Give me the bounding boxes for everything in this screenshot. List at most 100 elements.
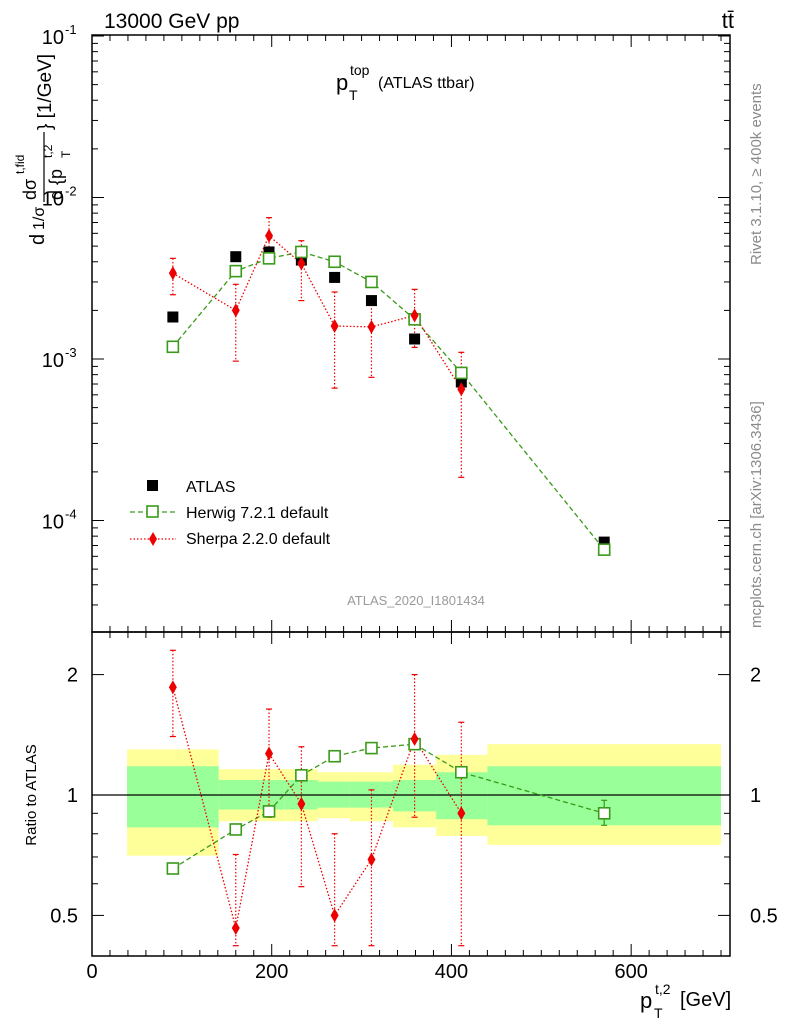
main-ylabel-dsigma: dσ	[20, 179, 40, 200]
ratio-sherpa-point	[297, 796, 306, 811]
xlabel-superscript: t,2	[655, 981, 671, 997]
main-ytick-label: 10	[42, 189, 64, 211]
ratio-sherpa-point	[265, 746, 274, 761]
herwig-point	[295, 245, 308, 259]
ratio-band-green	[393, 780, 437, 812]
ttbar-label: tt̄	[722, 8, 734, 33]
legend-item-herwig: Herwig 7.2.1 default	[130, 505, 329, 522]
site-note: mcplots.cern.ch [arXiv:1306.3436]	[748, 401, 765, 628]
main-ylabel-den-sup: t,2	[41, 144, 55, 158]
observable-superscript: top	[350, 62, 370, 78]
main-ylabel-den-sub: T	[59, 150, 73, 158]
ratio-sherpa-point	[330, 908, 339, 923]
main-ytick-exponent: -1	[65, 22, 77, 37]
atlas-point	[598, 536, 610, 548]
ratio-herwig-point	[229, 823, 243, 836]
legend-item-sherpa: Sherpa 2.2.0 default	[130, 531, 331, 548]
ratio-ytick-label-right: 1	[750, 785, 761, 807]
sherpa-point	[330, 319, 339, 334]
observable-symbol: p	[336, 70, 348, 95]
xlabel-subscript: T	[654, 1005, 663, 1021]
legend-item-atlas: ATLAS	[147, 479, 236, 496]
process-label: 13000 GeV pp	[104, 10, 239, 33]
main-ylabel-d: d	[27, 234, 49, 245]
herwig-point	[365, 275, 378, 289]
main-ylabel-sigma-frac: 1/σ	[31, 207, 48, 230]
ratio-ylabel: Ratio to ATLAS	[23, 744, 40, 845]
ratio-xtick-label: 200	[255, 961, 288, 983]
sherpa-point	[231, 303, 240, 318]
atlas-point	[167, 311, 179, 323]
ratio-xlabel: p T t,2 [GeV]	[640, 981, 731, 1021]
legend-sherpa-label: Sherpa 2.2.0 default	[186, 531, 331, 548]
main-ytick-exponent: -3	[65, 345, 77, 360]
atlas-point	[230, 251, 242, 263]
atlas-point	[263, 246, 275, 258]
legend-herwig-label: Herwig 7.2.1 default	[186, 505, 329, 522]
observable-subscript: T	[349, 87, 358, 103]
legend-sherpa-marker	[149, 532, 157, 546]
sherpa-point	[297, 256, 306, 271]
sherpa-line	[172, 234, 462, 390]
atlas-point	[455, 376, 467, 388]
ratio-band-green	[127, 766, 219, 828]
atlas-point	[365, 295, 377, 307]
analysis-id: ATLAS_2020_I1801434	[347, 593, 485, 608]
sherpa-point	[265, 228, 274, 243]
xlabel-unit: [GeV]	[680, 989, 731, 1011]
ratio-herwig-point	[262, 805, 276, 818]
xlabel-symbol: p	[640, 988, 652, 1013]
ratio-uncertainty-bands	[127, 744, 722, 856]
ratio-herwig-point	[597, 807, 611, 820]
main-ylabel: d 1/σ dσ t,fid d {p T t,2 } [1/GeV]	[13, 54, 73, 245]
main-ylabel-sup: t,fid	[13, 155, 27, 174]
main-ytick-exponent: -2	[65, 184, 77, 199]
ratio-xtick-label: 600	[614, 961, 647, 983]
ratio-sherpa-point	[457, 806, 466, 821]
herwig-point	[597, 543, 611, 556]
ratio-panel: 2 2 1 1 0.5 0.5 0 200 400 600 Ratio to ATLAS p T …	[23, 631, 778, 1021]
ratio-sherpa-point	[410, 732, 419, 747]
ratio-herwig-line	[172, 743, 605, 870]
main-panel: 10-110-210-310-4 p T top (ATLAS ttbar) A…	[13, 22, 731, 633]
ratio-sherpa-point	[231, 921, 240, 936]
ratio-herwig-point	[295, 769, 308, 782]
ratio-xtick-label: 400	[435, 961, 468, 983]
main-ytick-label: 10	[42, 27, 64, 49]
main-series-layer	[166, 217, 611, 556]
herwig-point	[455, 366, 468, 380]
ratio-ytick-label: 0.5	[50, 905, 78, 927]
main-ylabel-denominator: d {p	[46, 169, 66, 200]
ratio-frame	[91, 631, 731, 957]
ratio-herwig-point	[365, 741, 378, 755]
legend-atlas-marker	[147, 480, 158, 491]
main-ytick-label: 10	[42, 512, 64, 534]
ratio-ytick-label-right: 2	[750, 665, 761, 687]
main-ytick-label: 10	[42, 350, 64, 372]
legend: ATLAS Herwig 7.2.1 default Sherpa 2.2.0 …	[130, 479, 331, 548]
ratio-axis-ticks: 2 2 1 1 0.5 0.5 0 200 400 600	[50, 632, 778, 983]
ratio-ytick-label-right: 0.5	[750, 905, 778, 927]
herwig-point	[328, 255, 341, 269]
atlas-point	[329, 271, 341, 283]
ratio-sherpa-point	[168, 680, 177, 695]
ratio-ytick-label: 1	[67, 785, 78, 807]
main-ylabel-unit: } [1/GeV]	[35, 54, 56, 130]
sherpa-point	[168, 266, 177, 281]
ratio-herwig-point	[166, 862, 180, 875]
legend-herwig-marker	[146, 505, 159, 518]
herwig-point	[229, 264, 243, 278]
main-axis-ticks: 10-110-210-310-4	[42, 22, 730, 632]
herwig-point	[262, 252, 276, 265]
ratio-series-layer	[166, 649, 611, 947]
observable-title: p T top (ATLAS ttbar)	[336, 62, 475, 103]
sherpa-point	[410, 308, 419, 323]
ratio-xtick-label: 0	[86, 961, 97, 983]
ratio-herwig-point	[328, 749, 341, 763]
atlas-point	[409, 333, 421, 345]
ratio-ytick-label: 2	[67, 665, 78, 687]
ratio-sherpa-point	[367, 852, 376, 867]
ratio-herwig-point	[455, 765, 468, 779]
rivet-note: Rivet 3.1.10, ≥ 400k events	[748, 83, 765, 265]
